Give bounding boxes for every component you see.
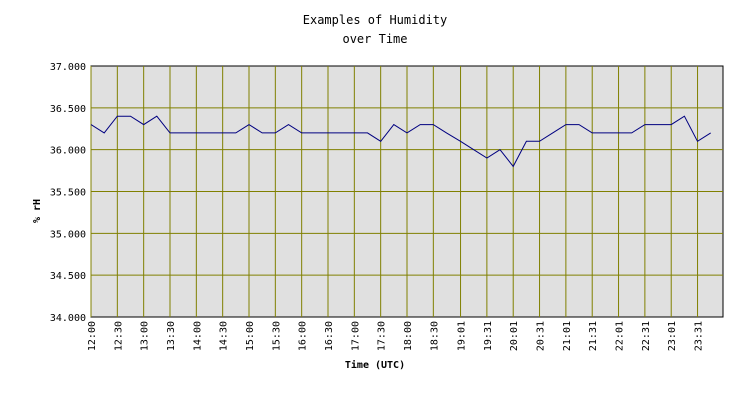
x-tick-label: 20:31 [536,321,547,351]
x-tick-label: 15:00 [245,321,256,351]
y-axis-label: % rH [32,199,43,223]
x-tick-label: 23:31 [694,321,705,351]
x-tick-label: 14:30 [219,321,230,351]
series-line [90,115,711,168]
x-tick-label: 22:31 [641,321,652,351]
y-tick-label: 35.500 [50,188,86,199]
y-tick-label: 34.000 [50,313,86,324]
x-tick-label: 23:01 [667,321,678,351]
x-tick-label: 12:00 [87,321,98,351]
x-tick-label: 21:31 [588,321,599,351]
x-axis-ticks: 12:00 12:30 13:00 13:30 14:00 14:30 15:00 15:30… [87,321,705,351]
y-tick-label: 35.000 [50,229,86,240]
x-tick-label: 12:30 [113,321,124,351]
y-tick-label: 34.500 [50,271,86,282]
y-tick-label: 36.500 [50,104,86,115]
x-tick-label: 22:01 [615,321,626,351]
grid-lines [90,66,723,317]
x-tick-label: 15:30 [271,321,282,351]
x-tick-label: 18:00 [403,321,414,351]
x-tick-label: 14:00 [192,321,203,351]
x-tick-label: 20:01 [509,321,520,351]
x-axis-label: Time (UTC) [345,359,405,371]
x-tick-label: 13:00 [140,321,151,351]
x-tick-label: 18:30 [429,321,440,351]
x-tick-label: 21:01 [562,321,573,351]
x-tick-label: 19:31 [483,321,494,351]
y-tick-label: 37.000 [50,62,86,73]
x-tick-label: 16:00 [298,321,309,351]
y-tick-label: 36.000 [50,146,86,157]
y-axis-ticks: 34.000 34.500 35.000 35.500 36.000 36.500 37.0… [50,62,86,324]
x-tick-label: 17:30 [377,321,388,351]
chart-title-line-1: Examples of Humidity [303,13,448,27]
x-tick-label: 17:00 [350,321,361,351]
x-tick-label: 13:30 [166,321,177,351]
x-tick-label: 19:01 [457,321,468,351]
x-tick-label: 16:30 [324,321,335,351]
chart-title-line-2: over Time [342,32,407,46]
